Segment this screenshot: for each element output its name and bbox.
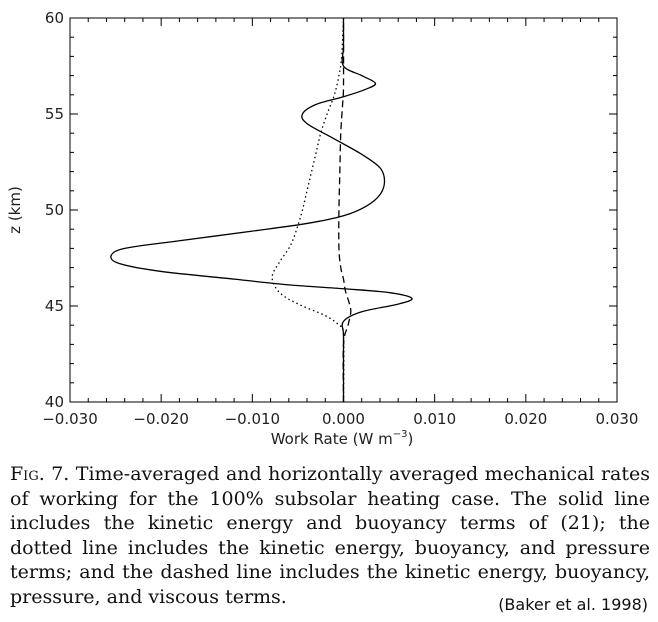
series-line-dotted — [271, 17, 345, 403]
caption-figure-number: Fig. 7. — [10, 463, 70, 485]
tick-labels: −0.030 −0.020 −0.010 0.000 0.010 0.020 0.030 40… — [42, 9, 638, 428]
x-tick-label: 0.000 — [322, 410, 365, 428]
figure-chart: −0.030 −0.020 −0.010 0.000 0.010 0.020 0.030 40… — [6, 9, 638, 448]
y-tick-label: 60 — [45, 9, 64, 27]
tick-marks — [69, 17, 618, 403]
y-tick-label: 50 — [45, 201, 64, 219]
y-tick-label: 40 — [45, 393, 64, 411]
x-tick-label: −0.010 — [225, 410, 281, 428]
x-tick-label: −0.030 — [42, 410, 98, 428]
x-tick-label: −0.020 — [133, 410, 189, 428]
x-tick-label: 0.020 — [504, 410, 547, 428]
y-axis-label: z (km) — [6, 186, 24, 234]
figure-caption: Fig. 7. Time-averaged and horizontally a… — [10, 462, 650, 609]
x-axis-label: Work Rate (W m−3) — [271, 429, 414, 448]
series-line-dashed — [338, 17, 352, 403]
series-line-solid — [110, 18, 413, 402]
series-lines — [110, 17, 413, 403]
y-tick-label: 45 — [45, 297, 64, 315]
y-tick-label: 55 — [45, 105, 64, 123]
x-tick-label: 0.030 — [596, 410, 639, 428]
caption-text: Time-averaged and horizontally averaged … — [10, 463, 650, 608]
source-credit: (Baker et al. 1998) — [498, 595, 648, 614]
x-tick-label: 0.010 — [413, 410, 456, 428]
